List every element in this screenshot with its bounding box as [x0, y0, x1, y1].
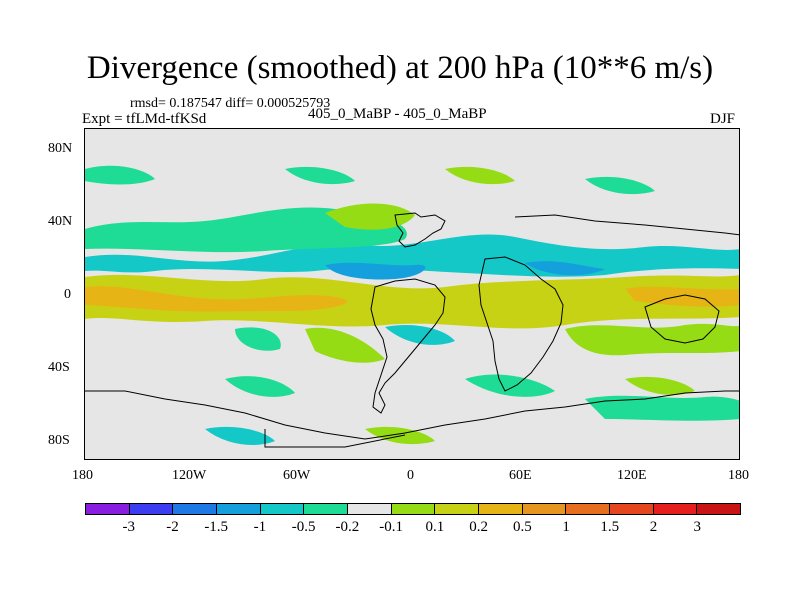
lat-label-40s: 40S [48, 360, 70, 375]
coastline-eurasia [514, 214, 739, 236]
colorbar-cell [260, 504, 305, 514]
coastline-antarctica [85, 390, 739, 440]
colorbar-label: -2 [166, 519, 179, 535]
colorbar-label: -0.1 [379, 519, 403, 535]
colorbar-label: 0.5 [512, 519, 532, 535]
lon-label-0: 0 [407, 468, 414, 483]
divergence-contours [85, 165, 739, 445]
contour-neg-arctic-1 [85, 165, 155, 185]
lon-label-60e: 60E [509, 468, 532, 483]
colorbar-cell [653, 504, 698, 514]
colorbar-label: 0.2 [469, 519, 488, 535]
colorbar-cell [391, 504, 436, 514]
colorbar-label: 1 [562, 519, 570, 535]
colorbar-label: 0.1 [425, 519, 445, 535]
contour-pos-north [325, 203, 415, 230]
coastline-antarctica-2 [264, 429, 406, 448]
lon-label-60w: 60W [283, 468, 311, 483]
colorbar-label: 1.5 [600, 519, 620, 535]
colorbar-cell [697, 504, 741, 514]
colorbar-label: -0.5 [291, 519, 316, 535]
lon-label-180e: 180 [728, 468, 749, 483]
rmsd-diff-stats: rmsd= 0.187547 diff= 0.000525793 [130, 96, 331, 111]
contour-negative-north-light [85, 207, 407, 253]
contour-neg-arctic-3 [585, 176, 655, 195]
colorbar-label: -3 [122, 519, 135, 535]
colorbar-label: -0.2 [335, 519, 360, 535]
contour-pos-south-ocean-1 [625, 376, 695, 395]
colorbar-cell [435, 504, 480, 514]
experiment-label: Expt = tfLMd-tfKSd [82, 111, 207, 127]
colorbar-cell [348, 504, 392, 514]
lat-label-equator: 0 [64, 287, 71, 302]
contour-neg-south-ocean-1 [225, 376, 295, 397]
contour-pos-southern [565, 323, 739, 356]
coastline-south-america [370, 278, 446, 414]
colorbar-cell [522, 504, 567, 514]
colorbar-cell [566, 504, 611, 514]
colorbar-cell [304, 504, 349, 514]
lat-label-80s: 80S [48, 433, 70, 448]
colorbar-cell [173, 504, 218, 514]
contour-neg-south [385, 324, 455, 345]
coastline-north-america [394, 212, 446, 248]
season-label: DJF [710, 111, 736, 127]
contour-pos-arctic [445, 166, 515, 185]
colorbar-label: -1.5 [204, 519, 229, 535]
contour-negative-mid [325, 262, 426, 280]
lon-label-120w: 120W [172, 468, 207, 483]
lat-label-80n: 80N [48, 141, 73, 156]
divergence-map [85, 129, 739, 459]
colorbar-label: 2 [649, 519, 658, 535]
colorbar-cell [86, 504, 130, 514]
contour-neg-arctic-2 [285, 166, 355, 185]
colorbar-label: 3 [693, 519, 702, 535]
coastline-australia [644, 294, 720, 344]
contour-orange-east [625, 286, 739, 307]
coastline-africa [478, 256, 564, 392]
colorbar-cell [129, 504, 174, 514]
contour-negative-africa [525, 261, 605, 276]
colorbar-cell [610, 504, 654, 514]
colorbar-cell [479, 504, 523, 514]
contour-neg-south-ocean-2 [465, 374, 555, 397]
contour-neg-south-ocean-3 [585, 395, 739, 421]
colorbar [85, 503, 741, 515]
lat-label-40n: 40N [48, 214, 73, 229]
case-label: 405_0_MaBP - 405_0_MaBP [308, 106, 487, 122]
colorbar-cell [217, 504, 261, 514]
contour-neg-far-south [205, 426, 275, 445]
lon-label-120e: 120E [617, 468, 647, 483]
lon-label-180w: 180 [72, 468, 93, 483]
contour-positive-tropics [85, 274, 739, 329]
contour-neg-south-west [235, 327, 281, 351]
colorbar-label: -1 [253, 519, 267, 535]
coastlines [85, 212, 739, 448]
map-panel [84, 128, 740, 460]
figure-title: Divergence (smoothed) at 200 hPa (10**6 … [86, 50, 714, 86]
contour-orange-tropics [85, 286, 347, 312]
contour-pos-south [305, 327, 385, 363]
